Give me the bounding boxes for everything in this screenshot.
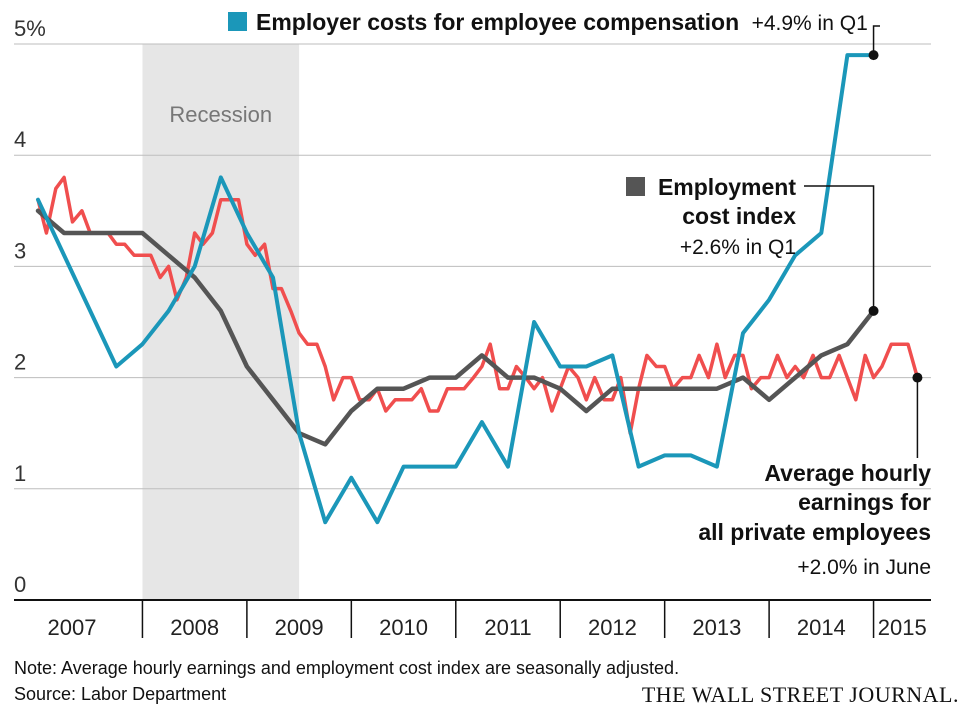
y-tick-label: 1 [14, 461, 26, 486]
x-tick-label: 2009 [275, 615, 324, 640]
x-tick-label: 2013 [692, 615, 741, 640]
recession-band [142, 44, 300, 600]
ahe-title-line1: Average hourly [764, 460, 931, 486]
employer-costs-legend-swatch [228, 12, 247, 31]
x-tick-label: 2010 [379, 615, 428, 640]
x-tick-label: 2012 [588, 615, 637, 640]
eci-annotation: Employment cost index +2.6% in Q1 [626, 174, 879, 316]
employer-costs-latest-point [868, 50, 879, 61]
chart-source: Source: Labor Department [14, 684, 227, 704]
x-axis: 2007 2008 2009 2010 2011 2012 2013 2014 2015 [14, 599, 931, 640]
employer-costs-annotation: Employer costs for employee compensation… [228, 9, 880, 61]
ahe-title-line2: earnings for [798, 489, 931, 515]
ahe-annotation: Average hourly earnings for all private … [698, 372, 931, 579]
x-tick-label: 2008 [170, 615, 219, 640]
y-axis-labels: 5% 4 3 2 1 0 [14, 16, 46, 597]
y-tick-label: 0 [14, 572, 26, 597]
x-tick-label: 2014 [797, 615, 846, 640]
ahe-value: +2.0% in June [797, 556, 931, 579]
chart-note: Note: Average hourly earnings and employ… [14, 658, 680, 678]
publisher-logo: THE WALL STREET JOURNAL. [641, 682, 959, 707]
y-tick-label: 2 [14, 350, 26, 375]
eci-title-line2: cost index [682, 203, 796, 229]
series-layer [35, 53, 920, 525]
series-line-employer-costs [36, 53, 876, 525]
ahe-title-line3: all private employees [698, 519, 931, 545]
y-tick-label: 5% [14, 16, 46, 41]
employer-costs-title: Employer costs for employee compensation [256, 9, 739, 35]
recession-label: Recession [169, 102, 272, 127]
x-tick-label: 2015 [878, 615, 927, 640]
ahe-latest-point [912, 372, 923, 383]
y-tick-label: 3 [14, 238, 26, 263]
eci-leader-line [804, 185, 875, 311]
eci-latest-point [868, 305, 879, 316]
eci-title-line1: Employment [658, 174, 796, 200]
x-tick-label: 2007 [48, 615, 97, 640]
x-tick-label: 2011 [484, 615, 531, 640]
eci-legend-swatch [626, 177, 645, 196]
employer-costs-leader-line [872, 25, 880, 56]
employer-costs-value: +4.9% in Q1 [752, 12, 868, 35]
eci-value: +2.6% in Q1 [680, 236, 796, 259]
y-tick-label: 4 [14, 127, 26, 152]
employer-costs-label: Employer costs for employee compensation… [256, 9, 868, 35]
